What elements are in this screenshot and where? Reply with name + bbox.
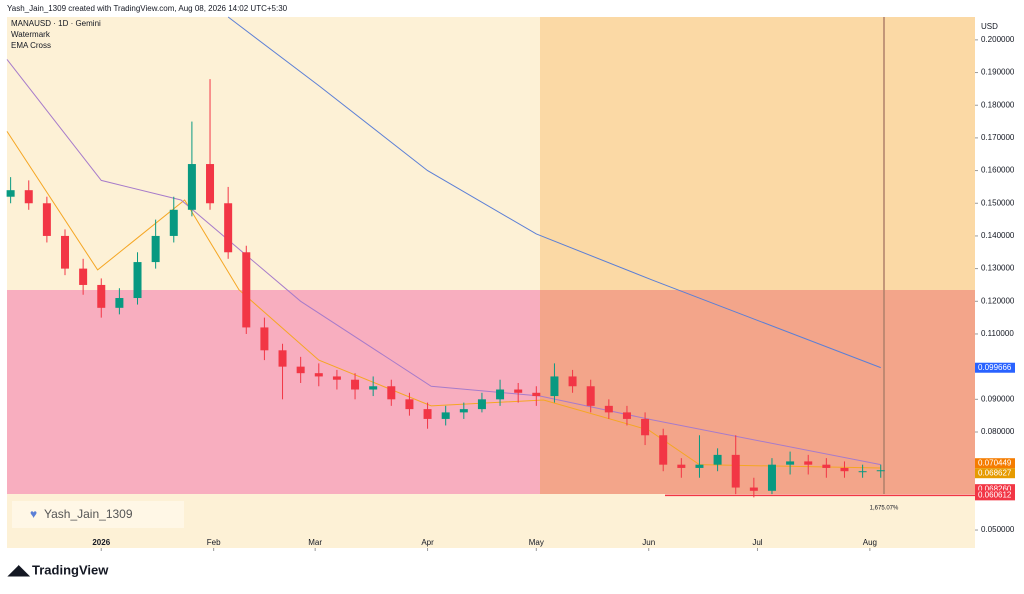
candle-body: [278, 350, 287, 367]
candle-body: [804, 461, 813, 465]
x-tick-label: 2026: [92, 538, 110, 547]
candle-body: [767, 464, 776, 491]
ema-line: [227, 16, 881, 369]
header: Yash_Jain_1309 created with TradingView.…: [7, 4, 288, 13]
candle-body: [387, 386, 396, 400]
price-label: 0.060612: [978, 490, 1012, 499]
candle-body: [169, 209, 178, 236]
candle-body: [79, 268, 88, 285]
watermark: Yash_Jain_1309: [44, 507, 133, 521]
candle-body: [441, 412, 450, 419]
y-tick-label: 0.190000: [981, 68, 1015, 77]
candle-body: [876, 470, 885, 472]
price-label: 0.068627: [978, 468, 1012, 477]
candle-body: [61, 235, 70, 269]
candle-body: [296, 366, 305, 374]
candle-body: [260, 327, 269, 351]
candle-body: [459, 409, 468, 413]
candle-body: [369, 386, 378, 390]
legend-item: EMA Cross: [11, 41, 51, 50]
x-tick-label: Apr: [421, 538, 434, 547]
price-label-bg: [975, 484, 1015, 495]
price-label: 0.068260: [978, 484, 1012, 493]
candle-body: [586, 386, 595, 406]
candle-body: [314, 373, 323, 377]
legend-item: Watermark: [11, 30, 51, 39]
x-tick-label: Feb: [207, 538, 221, 547]
candle-body: [477, 399, 486, 410]
candle-body: [822, 464, 831, 468]
candle-body: [641, 418, 650, 436]
candle-body: [42, 203, 51, 236]
y-tick-label: 0.080000: [981, 427, 1015, 436]
x-tick-label: Mar: [308, 538, 322, 547]
x-tick-label: May: [529, 538, 544, 547]
candle-body: [224, 203, 233, 253]
candle-body: [187, 164, 196, 210]
price-label: 0.099666: [978, 363, 1012, 372]
y-tick-label: 0.140000: [981, 231, 1015, 240]
zone-pink: [7, 290, 540, 494]
y-tick-label: 0.050000: [981, 525, 1015, 534]
footer: TradingView: [32, 562, 109, 577]
candle-body: [405, 399, 414, 410]
price-label-bg: [975, 490, 1015, 501]
candle-body: [133, 262, 142, 299]
candle-body: [550, 376, 559, 397]
y-tick-label: 0.120000: [981, 296, 1015, 305]
x-tick-label: Jul: [752, 538, 762, 547]
annotation: 1,675.07%: [870, 506, 899, 512]
candle-body: [97, 284, 106, 308]
candle-body: [423, 409, 432, 419]
y-tick-label: 0.150000: [981, 198, 1015, 207]
watermark-heart: ♥: [30, 507, 37, 521]
candle-body: [713, 454, 722, 465]
candle-body: [622, 412, 631, 419]
candle-body: [332, 376, 341, 380]
candle-body: [858, 471, 867, 473]
ema-line: [6, 131, 881, 469]
price-label-bg: [975, 362, 1015, 373]
candle-body: [532, 392, 541, 397]
candle-body: [115, 298, 124, 308]
candle-body: [786, 461, 795, 465]
candle-body: [151, 235, 160, 263]
y-tick-label: 0.090000: [981, 394, 1015, 403]
price-label-bg: [975, 468, 1015, 479]
ema-line: [6, 59, 881, 466]
x-tick-label: Jun: [642, 538, 655, 547]
candle-body: [695, 464, 704, 468]
x-tick-label: Aug: [863, 538, 877, 547]
candle-body: [206, 164, 215, 204]
y-tick-label: 0.110000: [981, 329, 1014, 338]
watermark-box: [12, 501, 184, 528]
candle-body: [731, 454, 740, 488]
price-label-bg: [975, 458, 1015, 469]
currency: USD: [981, 22, 998, 31]
legend-item: MANAUSD · 1D · Gemini: [11, 19, 101, 28]
candle-body: [568, 376, 577, 387]
y-tick-label: 0.200000: [981, 35, 1015, 44]
y-tick-label: 0.130000: [981, 264, 1015, 273]
y-tick-label: 0.160000: [981, 166, 1015, 175]
candle-body: [514, 389, 523, 393]
zone-overlap: [540, 290, 975, 494]
price-label: 0.070449: [978, 458, 1012, 467]
candle-body: [840, 467, 849, 472]
candle-body: [496, 389, 505, 400]
footer-logo: ◢◣: [7, 562, 31, 578]
y-tick-label: 0.170000: [981, 133, 1015, 142]
candle-body: [242, 252, 251, 328]
candle-body: [604, 405, 613, 413]
y-tick-label: 0.180000: [981, 100, 1015, 109]
candle-body: [677, 464, 686, 468]
candle-body: [749, 487, 758, 491]
candle-body: [24, 190, 33, 204]
candle-body: [659, 435, 668, 465]
candle-body: [6, 190, 15, 197]
candle-body: [351, 379, 360, 390]
